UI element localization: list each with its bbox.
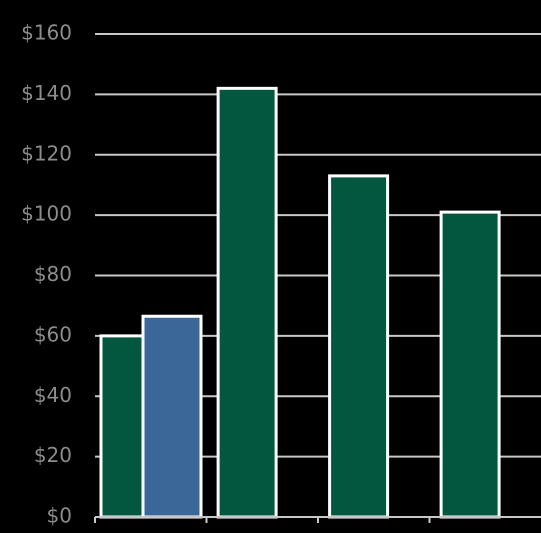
y-tick-label: $20 [34,443,72,467]
bar [439,210,501,519]
y-tick-label: $100 [21,202,72,226]
bar [328,174,390,519]
bar [141,314,203,519]
y-tick-label: $60 [34,322,72,346]
y-tick-label: $160 [21,21,72,45]
y-tick-label: $120 [21,141,72,165]
y-tick-label: $40 [34,383,72,407]
bar [216,86,278,519]
y-tick-label: $0 [47,504,72,528]
y-tick-label: $140 [21,81,72,105]
y-tick-label: $80 [34,262,72,286]
